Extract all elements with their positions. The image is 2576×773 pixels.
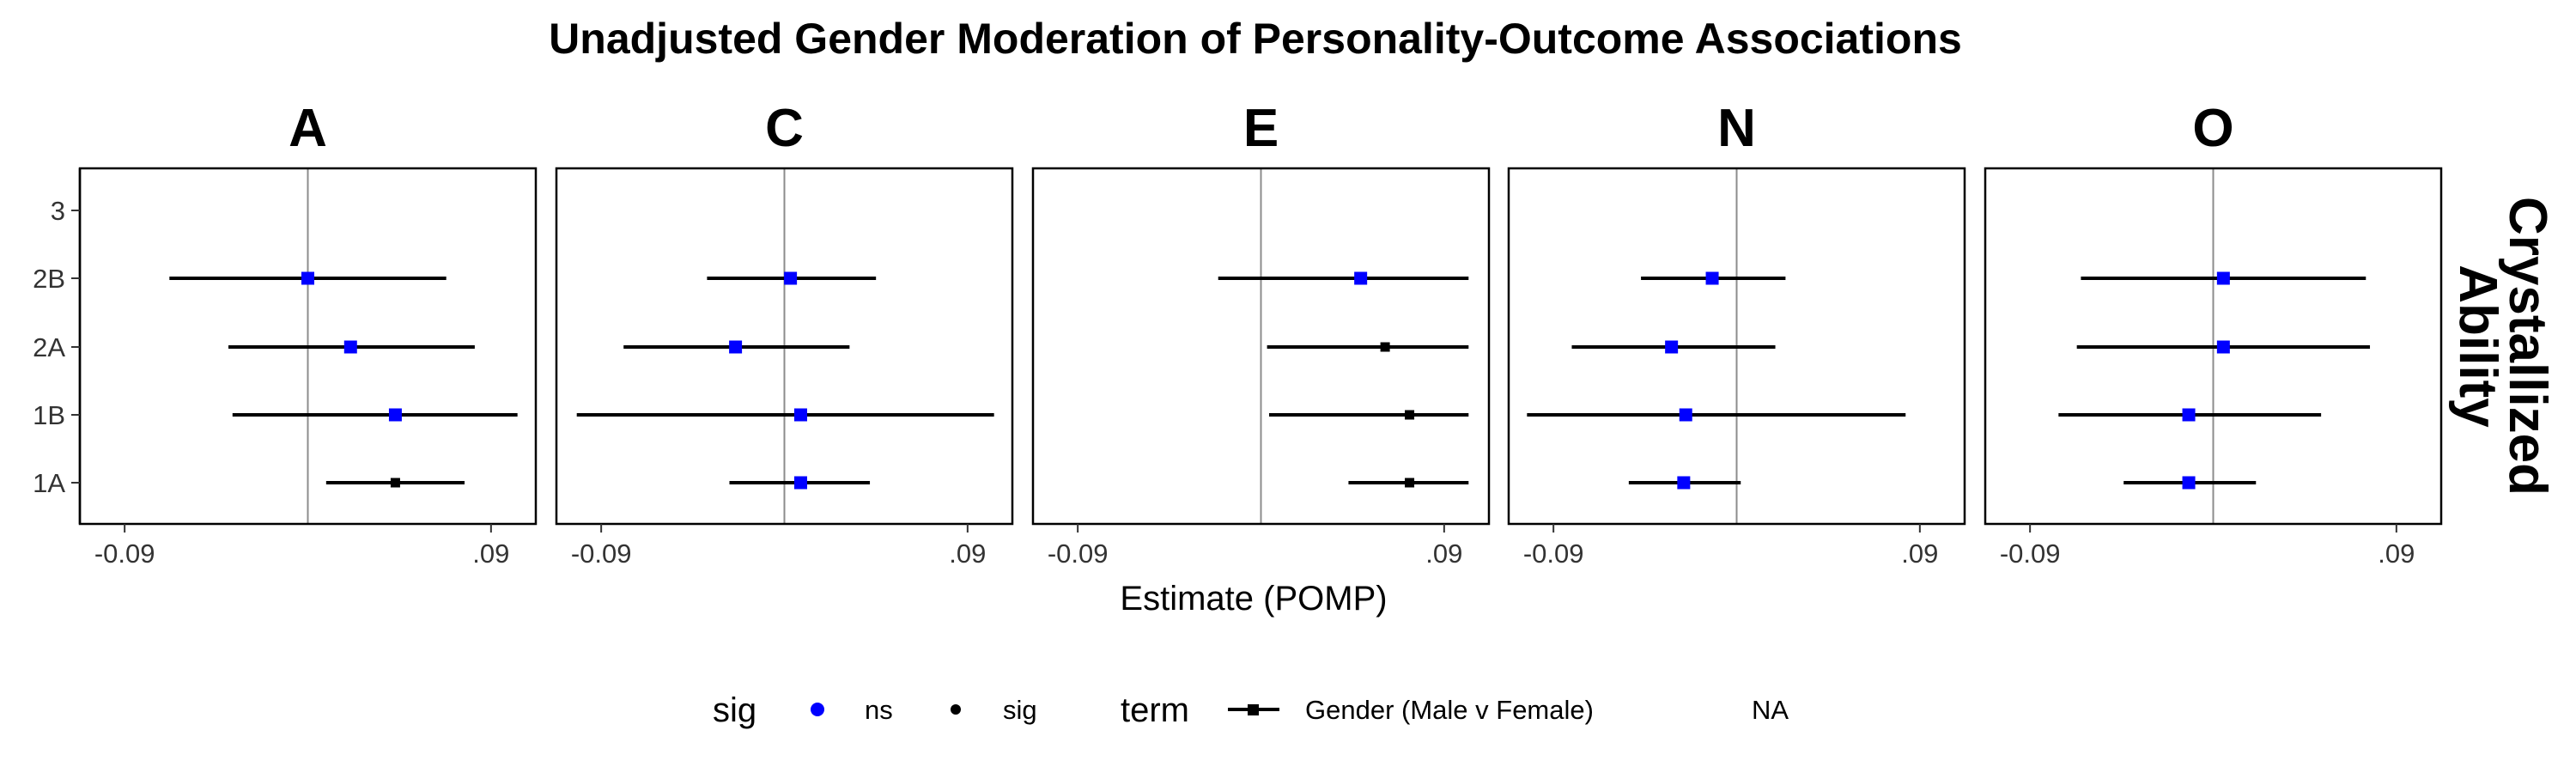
panels: A -0.09 .09 C -0.09 .09 E -0.09 .09 N -0.09 .09 O -0.… [33, 99, 2443, 569]
chart-title: Unadjusted Gender Moderation of Personal… [549, 15, 1962, 63]
row-facet-word: Crystallized [2498, 197, 2557, 496]
panel-strip-label: O [2192, 99, 2233, 158]
estimate-point-2B [2216, 271, 2230, 285]
panel-C: C -0.09 .09 [555, 99, 1014, 569]
panel-strip-label: N [1717, 99, 1756, 158]
estimate-point-2A [1380, 342, 1390, 352]
legend-term-title: term [1121, 691, 1189, 729]
panel-N: N -0.09 .09 [1507, 99, 1966, 569]
x-tick-label: -0.09 [94, 539, 155, 569]
y-tick-label: 1B [33, 400, 65, 430]
panel-frame [555, 167, 1014, 526]
x-tick-label: .09 [472, 539, 509, 569]
estimate-point-2A [343, 340, 357, 354]
y-tick-label: 2B [33, 264, 65, 294]
estimate-point-1A [793, 476, 807, 490]
legend-key-point [1248, 704, 1259, 715]
panel-A: A -0.09 .09 [78, 99, 538, 569]
legend-label-ns: ns [865, 695, 893, 725]
x-tick-label: -0.09 [2000, 539, 2061, 569]
legend-sig-title: sig [713, 691, 756, 729]
estimate-point-1B [1679, 408, 1692, 422]
estimate-point-2B [1354, 271, 1368, 285]
x-tick-label: .09 [949, 539, 986, 569]
x-tick-label: .09 [1425, 539, 1462, 569]
panel-strip-label: C [765, 99, 804, 158]
x-tick-label: -0.09 [1523, 539, 1584, 569]
estimate-point-2B [301, 271, 314, 285]
x-axis-title: Estimate (POMP) [1120, 580, 1387, 618]
x-tick-label: -0.09 [1048, 539, 1109, 569]
panel-frame [1031, 167, 1491, 526]
legend-label-sig: sig [1003, 695, 1037, 725]
legend-label-gender: Gender (Male v Female) [1305, 695, 1594, 725]
panel-frame [1984, 167, 2443, 526]
estimate-point-1A [1677, 476, 1691, 490]
estimate-point-1B [1405, 410, 1415, 420]
legend: sig ns sig term Gender (Male v Female) NA [713, 691, 1789, 729]
estimate-point-2A [2216, 340, 2230, 354]
y-tick-label: 3 [51, 196, 65, 226]
y-tick-label: 2A [33, 332, 65, 362]
panel-strip-label: E [1243, 99, 1279, 158]
panel-E: E -0.09 .09 [1031, 99, 1491, 569]
panel-strip-label: A [289, 99, 327, 158]
estimate-point-1B [793, 408, 807, 422]
x-tick-label: -0.09 [571, 539, 632, 569]
x-tick-label: .09 [2378, 539, 2415, 569]
row-facet-label: CrystallizedAbility [2448, 197, 2557, 496]
estimate-point-1A [1405, 478, 1415, 488]
legend-label-na: NA [1752, 695, 1789, 725]
estimate-point-2A [729, 340, 743, 354]
estimate-point-1B [2182, 408, 2196, 422]
y-tick-label: 1A [33, 468, 65, 498]
estimate-point-2B [1705, 271, 1719, 285]
panel-O: O -0.09 .09 [1984, 99, 2443, 569]
estimate-point-1A [2182, 476, 2196, 490]
row-facet-word: Ability [2448, 265, 2507, 428]
panel-frame [1507, 167, 1966, 526]
estimate-point-2B [784, 271, 798, 285]
legend-key-ns [811, 703, 824, 716]
estimate-point-1A [390, 478, 400, 488]
y-axis: 3 2B 2A 1B 1A [33, 168, 82, 524]
x-tick-label: .09 [1901, 539, 1938, 569]
legend-key-sig [951, 704, 961, 715]
estimate-point-1B [388, 408, 402, 422]
estimate-point-2A [1665, 340, 1679, 354]
